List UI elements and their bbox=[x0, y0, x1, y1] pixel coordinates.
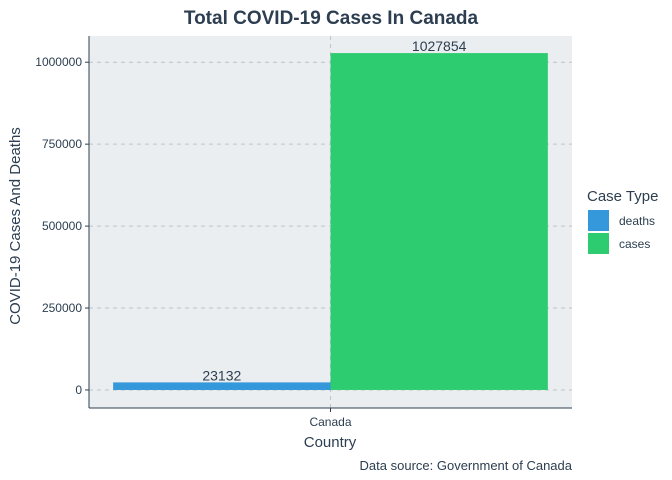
y-tick-label: 1000000 bbox=[35, 55, 82, 69]
legend-title: Case Type bbox=[587, 188, 658, 205]
y-tick-label: 0 bbox=[75, 383, 82, 397]
legend: Case Type deaths cases bbox=[587, 188, 658, 254]
bars bbox=[113, 53, 548, 390]
data-label-deaths: 23132 bbox=[202, 367, 241, 383]
y-tick-label: 250000 bbox=[42, 301, 82, 315]
data-labels: 23132 1027854 bbox=[202, 38, 466, 383]
y-axis-title: COVID-19 Cases And Deaths bbox=[7, 127, 24, 325]
y-tick-labels: 0 250000 500000 750000 1000000 bbox=[35, 55, 82, 397]
axes bbox=[85, 36, 572, 412]
legend-label-cases: cases bbox=[619, 237, 650, 251]
x-tick-labels: Canada bbox=[309, 415, 351, 429]
x-axis-title: Country bbox=[304, 434, 357, 451]
legend-label-deaths: deaths bbox=[619, 214, 655, 228]
bar-deaths bbox=[113, 382, 331, 390]
y-tick-label: 750000 bbox=[42, 137, 82, 151]
x-tick-label: Canada bbox=[309, 415, 351, 429]
caption: Data source: Government of Canada bbox=[360, 458, 573, 473]
data-label-cases: 1027854 bbox=[412, 38, 467, 54]
legend-key-deaths bbox=[588, 210, 609, 231]
chart-title: Total COVID-19 Cases In Canada bbox=[184, 8, 479, 29]
y-tick-label: 500000 bbox=[42, 219, 82, 233]
bar-cases bbox=[330, 53, 548, 390]
legend-key-cases bbox=[588, 233, 609, 254]
